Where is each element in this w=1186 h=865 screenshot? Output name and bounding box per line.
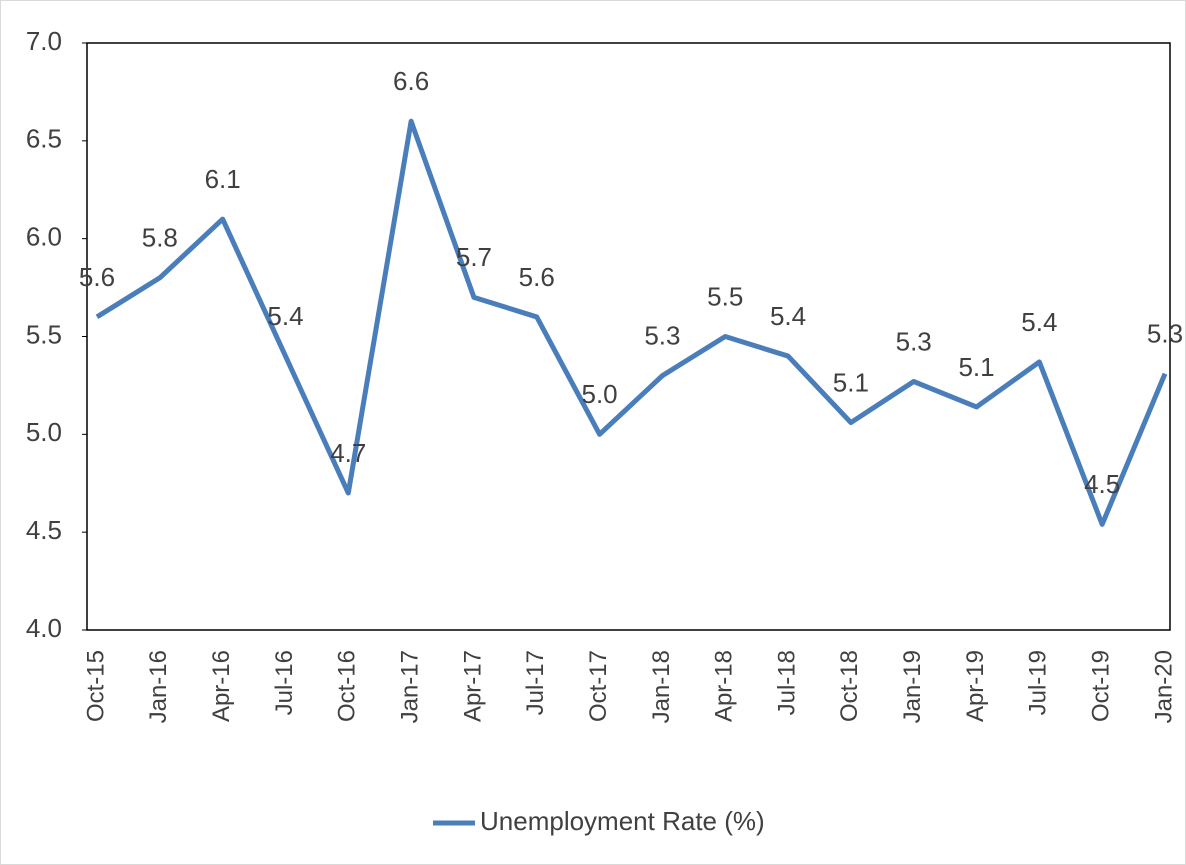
data-label: 5.3: [896, 326, 932, 356]
x-tick-label: Apr-16: [208, 650, 235, 722]
data-label: 5.6: [79, 262, 115, 292]
y-tick-label: 7.0: [26, 26, 62, 56]
x-tick-label: Oct-16: [334, 650, 361, 722]
data-label: 5.4: [1021, 307, 1057, 337]
x-tick-label: Jul-18: [773, 650, 800, 715]
x-tick-label: Jul-17: [522, 650, 549, 715]
x-tick-label: Jan-19: [899, 650, 926, 723]
x-tick-label: Jan-17: [396, 650, 423, 723]
x-tick-label: Oct-17: [585, 650, 612, 722]
data-label: 5.4: [770, 301, 806, 331]
data-label: 5.3: [1147, 319, 1183, 349]
x-tick-label: Oct-18: [836, 650, 863, 722]
y-tick-label: 4.0: [26, 613, 62, 643]
data-label: 5.8: [142, 223, 178, 253]
data-label: 4.5: [1084, 469, 1120, 499]
data-label: 5.1: [958, 352, 994, 382]
x-tick-label: Jul-16: [271, 650, 298, 715]
y-tick-label: 5.0: [26, 417, 62, 447]
data-label: 5.1: [833, 367, 869, 397]
x-tick-label: Jan-16: [145, 650, 172, 723]
x-tick-label: Oct-15: [82, 650, 109, 722]
y-tick-label: 4.5: [26, 515, 62, 545]
x-tick-label: Apr-19: [962, 650, 989, 722]
data-label: 5.3: [644, 321, 680, 351]
x-tick-label: Apr-18: [711, 650, 738, 722]
x-tick-label: Jan-20: [1150, 650, 1177, 723]
y-tick-label: 6.5: [26, 124, 62, 154]
x-tick-label: Jul-19: [1025, 650, 1052, 715]
data-line: [95, 118, 1168, 527]
data-label: 5.4: [267, 301, 303, 331]
x-tick-label: Jan-18: [648, 650, 675, 723]
legend-label: Unemployment Rate (%): [480, 806, 765, 836]
x-tick-label: Oct-19: [1088, 650, 1115, 722]
data-label: 5.7: [456, 242, 492, 272]
data-label: 5.5: [707, 281, 743, 311]
data-label: 5.0: [582, 379, 618, 409]
data-label: 5.6: [519, 262, 555, 292]
y-tick-label: 6.0: [26, 222, 62, 252]
data-label: 6.6: [393, 66, 429, 96]
data-label: 6.1: [205, 164, 241, 194]
y-tick-label: 5.5: [26, 319, 62, 349]
x-tick-label: Apr-17: [459, 650, 486, 722]
data-label: 4.7: [330, 438, 366, 468]
